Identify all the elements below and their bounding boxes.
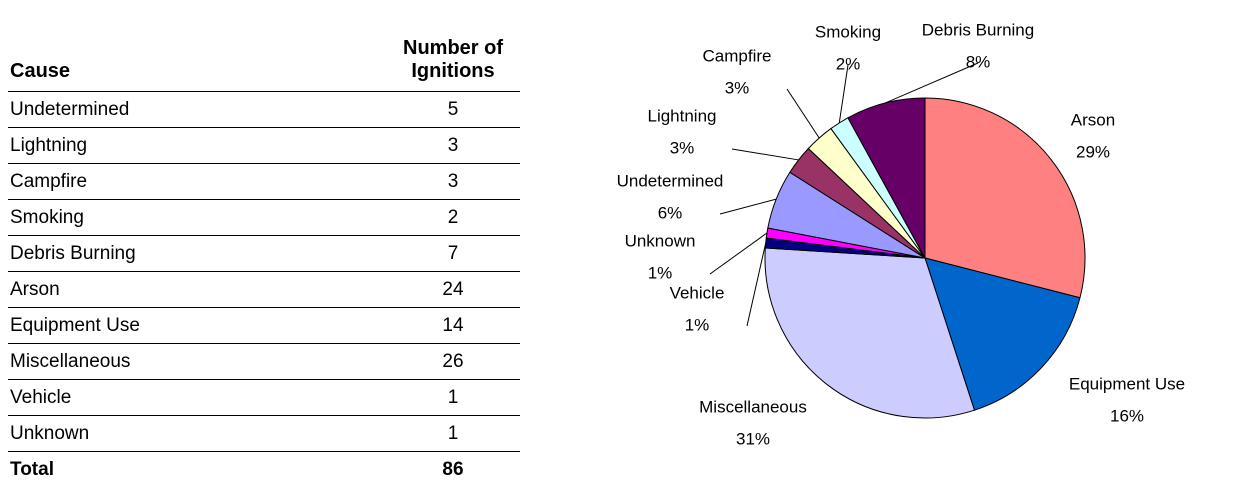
slice-label: Unknown bbox=[625, 231, 696, 250]
slice-value-label: 3% bbox=[725, 78, 750, 97]
slice-value-label: 3% bbox=[670, 138, 695, 157]
slice-label: Vehicle bbox=[670, 283, 725, 302]
slice-value-label: 2% bbox=[836, 54, 861, 73]
leader-line bbox=[839, 65, 848, 123]
slice-value-label: 31% bbox=[736, 429, 770, 448]
leader-line bbox=[747, 243, 766, 326]
leader-line bbox=[710, 233, 767, 274]
slice-value-label: 1% bbox=[648, 263, 673, 282]
slice-label: Lightning bbox=[647, 106, 716, 125]
slice-value-label: 6% bbox=[658, 203, 683, 222]
leader-line bbox=[885, 63, 978, 103]
slice-value-label: 8% bbox=[966, 52, 991, 71]
leader-line bbox=[787, 89, 819, 138]
leader-line bbox=[720, 199, 776, 214]
slice-value-label: 1% bbox=[685, 315, 710, 334]
slice-label: Smoking bbox=[815, 22, 881, 41]
slice-value-label: 29% bbox=[1076, 142, 1110, 161]
slice-label: Debris Burning bbox=[922, 20, 1034, 39]
slice-label: Miscellaneous bbox=[699, 397, 807, 416]
slice-label: Undetermined bbox=[617, 171, 724, 190]
slice-label: Equipment Use bbox=[1069, 374, 1185, 393]
slice-label: Campfire bbox=[703, 46, 772, 65]
leader-line bbox=[732, 149, 799, 160]
slice-label: Arson bbox=[1071, 110, 1115, 129]
slice-value-label: 16% bbox=[1110, 406, 1144, 425]
